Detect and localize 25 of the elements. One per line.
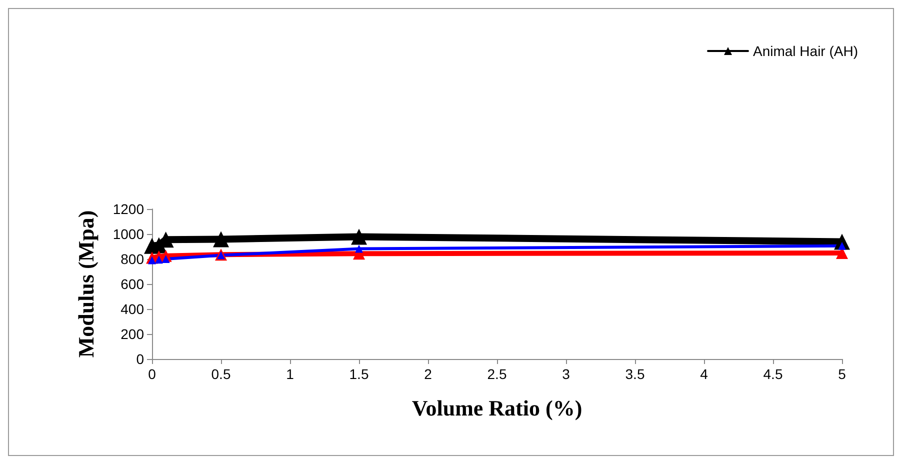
point <box>154 256 163 264</box>
y-axis-title: Modulus (Mpa) <box>74 210 98 358</box>
x-tick-label: 5 <box>838 366 846 382</box>
y-tick-label: 1000 <box>112 226 144 242</box>
y-tick-label: 200 <box>120 326 144 342</box>
x-tick-label: 1.5 <box>349 366 369 382</box>
x-tick-label: 2.5 <box>487 366 507 382</box>
y-tick-label: 800 <box>120 251 144 267</box>
x-tick-label: 3 <box>562 366 570 382</box>
y-tick-label: 600 <box>120 276 144 292</box>
x-tick-label: 4 <box>700 366 708 382</box>
y-tick-label: 400 <box>120 301 144 317</box>
x-tick-label: 4.5 <box>763 366 783 382</box>
x-axis-title: Volume Ratio (%) <box>412 396 582 420</box>
legend-label: Animal Hair (AH) <box>752 43 858 59</box>
x-tick-label: 0 <box>148 366 156 382</box>
x-tick-label: 1 <box>286 366 294 382</box>
point <box>355 244 363 253</box>
x-tick-label: 0.5 <box>211 366 231 382</box>
x-tick-label: 2 <box>424 366 432 382</box>
y-tick-label: 0 <box>136 351 144 367</box>
y-tick-label: 1200 <box>112 201 144 217</box>
x-tick-label: 3.5 <box>625 366 645 382</box>
point <box>213 231 229 248</box>
point <box>351 228 367 245</box>
